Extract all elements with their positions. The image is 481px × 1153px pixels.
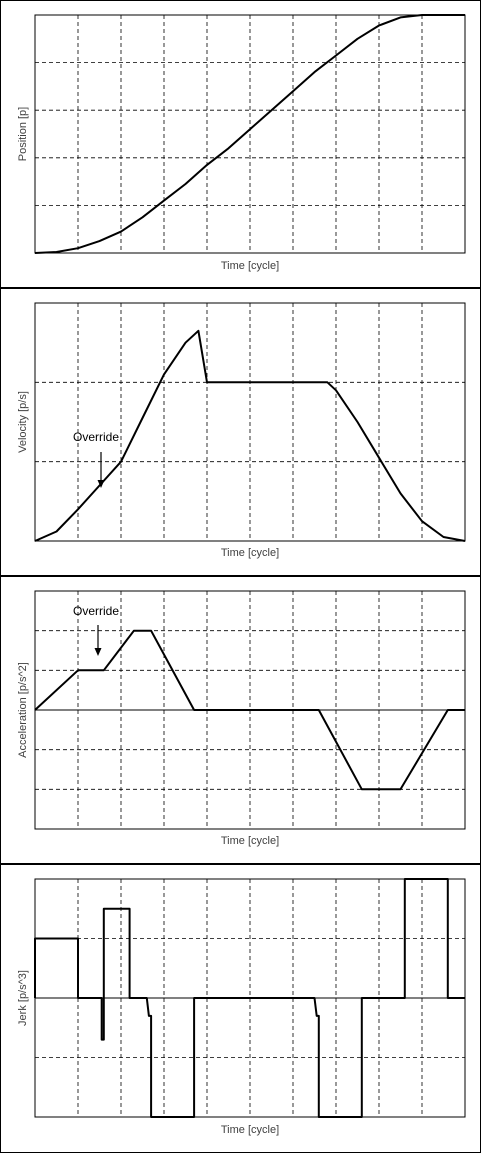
annotation-arrow-head [97, 480, 105, 488]
jerk-chart: Time [cycle] Jerk [p/s^3] [17, 878, 466, 1136]
series-line [34, 329, 466, 542]
x-axis-label: Time [cycle] [221, 835, 279, 847]
x-axis-label: Time [cycle] [221, 547, 279, 559]
annotation-label: Override [73, 430, 119, 444]
jerk-chart-panel: Time [cycle] Jerk [p/s^3] [0, 864, 481, 1153]
series-line [34, 629, 465, 791]
annotation-arrow-head [94, 648, 102, 656]
y-axis-label: Velocity [p/s] [17, 391, 29, 453]
velocity-chart: Time [cycle] Velocity [p/s] Override [17, 302, 466, 559]
y-axis-label: Jerk [p/s^3] [17, 970, 29, 1026]
velocity-chart-panel: Time [cycle] Velocity [p/s] Override [0, 288, 481, 576]
y-axis-label: Acceleration [p/s^2] [17, 662, 29, 758]
acceleration-chart-panel: Time [cycle] Acceleration [p/s^2] Override [0, 576, 481, 864]
annotation-label: Override [73, 604, 119, 618]
acceleration-chart: Time [cycle] Acceleration [p/s^2] Override [17, 590, 466, 847]
series-line [34, 14, 465, 254]
y-axis-label: Position [p] [17, 107, 29, 161]
series-line [34, 878, 465, 1118]
position-chart-panel: Time [cycle] Position [p] [0, 0, 481, 288]
x-axis-label: Time [cycle] [221, 1124, 279, 1136]
x-axis-label: Time [cycle] [221, 260, 279, 272]
position-chart: Time [cycle] Position [p] [17, 14, 466, 272]
